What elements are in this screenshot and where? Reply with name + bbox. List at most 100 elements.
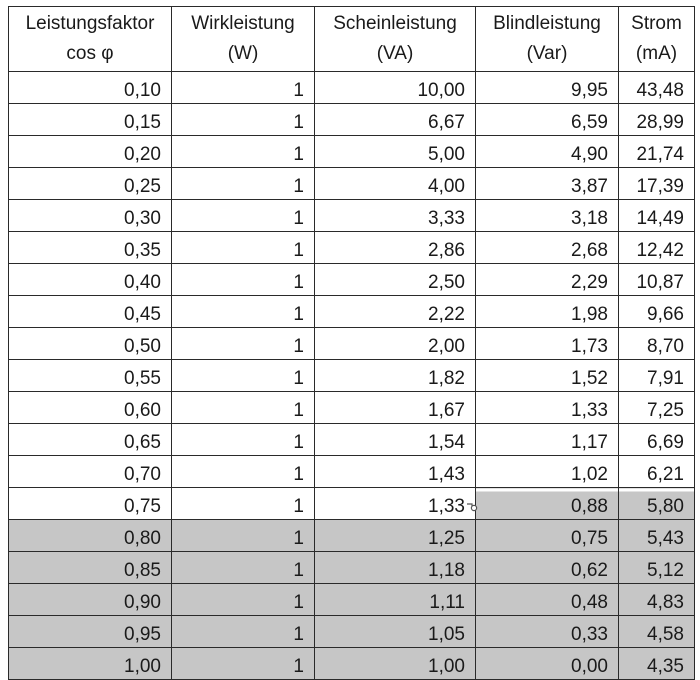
cell-current[interactable]: 8,70 — [618, 327, 695, 360]
cell-active-power[interactable]: 1 — [171, 391, 315, 424]
cell-power-factor[interactable]: 0,20 — [8, 135, 172, 168]
cell-active-power[interactable]: 1 — [171, 647, 315, 680]
cell-active-power[interactable]: 1 — [171, 551, 315, 584]
cell-power-factor[interactable]: 0,45 — [8, 295, 172, 328]
cell-power-factor[interactable]: 0,95 — [8, 615, 172, 648]
cell-current[interactable]: 5,12 — [618, 551, 695, 584]
cell-active-power[interactable]: 1 — [171, 263, 315, 296]
cell-active-power[interactable]: 1 — [171, 135, 315, 168]
cell-apparent-power[interactable]: 1,67 — [314, 391, 476, 424]
cell-current[interactable]: 17,39 — [618, 167, 695, 200]
cell-power-factor[interactable]: 0,75 — [8, 487, 172, 520]
cell-current[interactable]: 6,21 — [618, 455, 695, 488]
cell-reactive-power[interactable]: 0,48 — [475, 583, 619, 616]
cell-apparent-power[interactable]: 2,00 — [314, 327, 476, 360]
cell-active-power[interactable]: 1 — [171, 583, 315, 616]
cell-active-power[interactable]: 1 — [171, 167, 315, 200]
cell-reactive-power[interactable]: 1,73 — [475, 327, 619, 360]
cell-reactive-power[interactable]: 6,59 — [475, 103, 619, 136]
cell-apparent-power[interactable]: 1,11 — [314, 583, 476, 616]
cell-apparent-power[interactable]: 1,18 — [314, 551, 476, 584]
cell-current[interactable]: 7,25 — [618, 391, 695, 424]
cell-reactive-power[interactable]: 0,00 — [475, 647, 619, 680]
cell-active-power[interactable]: 1 — [171, 487, 315, 520]
cell-reactive-power[interactable]: 1,17 — [475, 423, 619, 456]
cell-active-power[interactable]: 1 — [171, 295, 315, 328]
cell-active-power[interactable]: 1 — [171, 231, 315, 264]
cell-apparent-power[interactable]: 1,05 — [314, 615, 476, 648]
cell-apparent-power[interactable]: 6,67 — [314, 103, 476, 136]
cell-current[interactable]: 7,91 — [618, 359, 695, 392]
cell-active-power[interactable]: 1 — [171, 615, 315, 648]
cell-power-factor[interactable]: 0,65 — [8, 423, 172, 456]
cell-power-factor[interactable]: 0,80 — [8, 519, 172, 552]
cell-current[interactable]: 21,74 — [618, 135, 695, 168]
cell-active-power[interactable]: 1 — [171, 455, 315, 488]
cell-apparent-power[interactable]: 4,00 — [314, 167, 476, 200]
cell-active-power[interactable]: 1 — [171, 423, 315, 456]
cell-reactive-power[interactable]: 0,88 — [475, 487, 619, 520]
cell-current[interactable]: 5,80 — [618, 487, 695, 520]
cell-power-factor[interactable]: 0,60 — [8, 391, 172, 424]
cell-reactive-power[interactable]: 0,75 — [475, 519, 619, 552]
cell-power-factor[interactable]: 0,15 — [8, 103, 172, 136]
cell-apparent-power[interactable]: 1,00 — [314, 647, 476, 680]
cell-reactive-power[interactable]: 2,29 — [475, 263, 619, 296]
cell-apparent-power[interactable]: 2,86 — [314, 231, 476, 264]
cell-power-factor[interactable]: 0,70 — [8, 455, 172, 488]
cell-reactive-power[interactable]: 2,68 — [475, 231, 619, 264]
cell-reactive-power[interactable]: 9,95 — [475, 71, 619, 104]
cell-active-power[interactable]: 1 — [171, 71, 315, 104]
cell-power-factor[interactable]: 0,30 — [8, 199, 172, 232]
cell-reactive-power[interactable]: 1,98 — [475, 295, 619, 328]
cell-reactive-power[interactable]: 3,87 — [475, 167, 619, 200]
cell-current[interactable]: 4,35 — [618, 647, 695, 680]
header-reactive-power[interactable]: Blindleistung (Var) — [475, 6, 619, 72]
cell-apparent-power[interactable]: 1,54 — [314, 423, 476, 456]
cell-active-power[interactable]: 1 — [171, 103, 315, 136]
cell-active-power[interactable]: 1 — [171, 359, 315, 392]
cell-active-power[interactable]: 1 — [171, 519, 315, 552]
cell-power-factor[interactable]: 0,55 — [8, 359, 172, 392]
cell-power-factor[interactable]: 1,00 — [8, 647, 172, 680]
cell-apparent-power[interactable]: 1,25 — [314, 519, 476, 552]
cell-reactive-power[interactable]: 4,90 — [475, 135, 619, 168]
cell-apparent-power[interactable]: 2,50 — [314, 263, 476, 296]
cell-current[interactable]: 4,83 — [618, 583, 695, 616]
cell-current[interactable]: 12,42 — [618, 231, 695, 264]
cell-current[interactable]: 28,99 — [618, 103, 695, 136]
cell-current[interactable]: 9,66 — [618, 295, 695, 328]
cell-reactive-power[interactable]: 1,02 — [475, 455, 619, 488]
cell-apparent-power[interactable]: 3,33 — [314, 199, 476, 232]
cell-current[interactable]: 6,69 — [618, 423, 695, 456]
cell-apparent-power[interactable]: 1,82 — [314, 359, 476, 392]
cell-active-power[interactable]: 1 — [171, 327, 315, 360]
cell-active-power[interactable]: 1 — [171, 199, 315, 232]
header-current[interactable]: Strom (mA) — [618, 6, 695, 72]
cell-power-factor[interactable]: 0,50 — [8, 327, 172, 360]
cell-power-factor[interactable]: 0,40 — [8, 263, 172, 296]
cell-apparent-power[interactable]: 5,00 — [314, 135, 476, 168]
cell-apparent-power[interactable]: 2,22 — [314, 295, 476, 328]
cell-apparent-power[interactable]: 10,00 — [314, 71, 476, 104]
cell-power-factor[interactable]: 0,35 — [8, 231, 172, 264]
cell-reactive-power[interactable]: 0,33 — [475, 615, 619, 648]
cell-current[interactable]: 10,87 — [618, 263, 695, 296]
cell-power-factor[interactable]: 0,10 — [8, 71, 172, 104]
cell-reactive-power[interactable]: 1,52 — [475, 359, 619, 392]
cell-current[interactable]: 5,43 — [618, 519, 695, 552]
cell-apparent-power[interactable]: 1,43 — [314, 455, 476, 488]
cell-power-factor[interactable]: 0,25 — [8, 167, 172, 200]
cell-power-factor[interactable]: 0,85 — [8, 551, 172, 584]
header-power-factor[interactable]: Leistungsfaktor cos φ — [8, 6, 172, 72]
cell-reactive-power[interactable]: 1,33 — [475, 391, 619, 424]
cell-reactive-power[interactable]: 0,62 — [475, 551, 619, 584]
header-apparent-power[interactable]: Scheinleistung (VA) — [314, 6, 476, 72]
header-active-power[interactable]: Wirkleistung (W) — [171, 6, 315, 72]
cell-resize-handle-icon[interactable] — [466, 502, 478, 512]
cell-current[interactable]: 43,48 — [618, 71, 695, 104]
cell-reactive-power[interactable]: 3,18 — [475, 199, 619, 232]
cell-current[interactable]: 14,49 — [618, 199, 695, 232]
cell-apparent-power[interactable]: 1,33 — [314, 487, 476, 520]
cell-current[interactable]: 4,58 — [618, 615, 695, 648]
